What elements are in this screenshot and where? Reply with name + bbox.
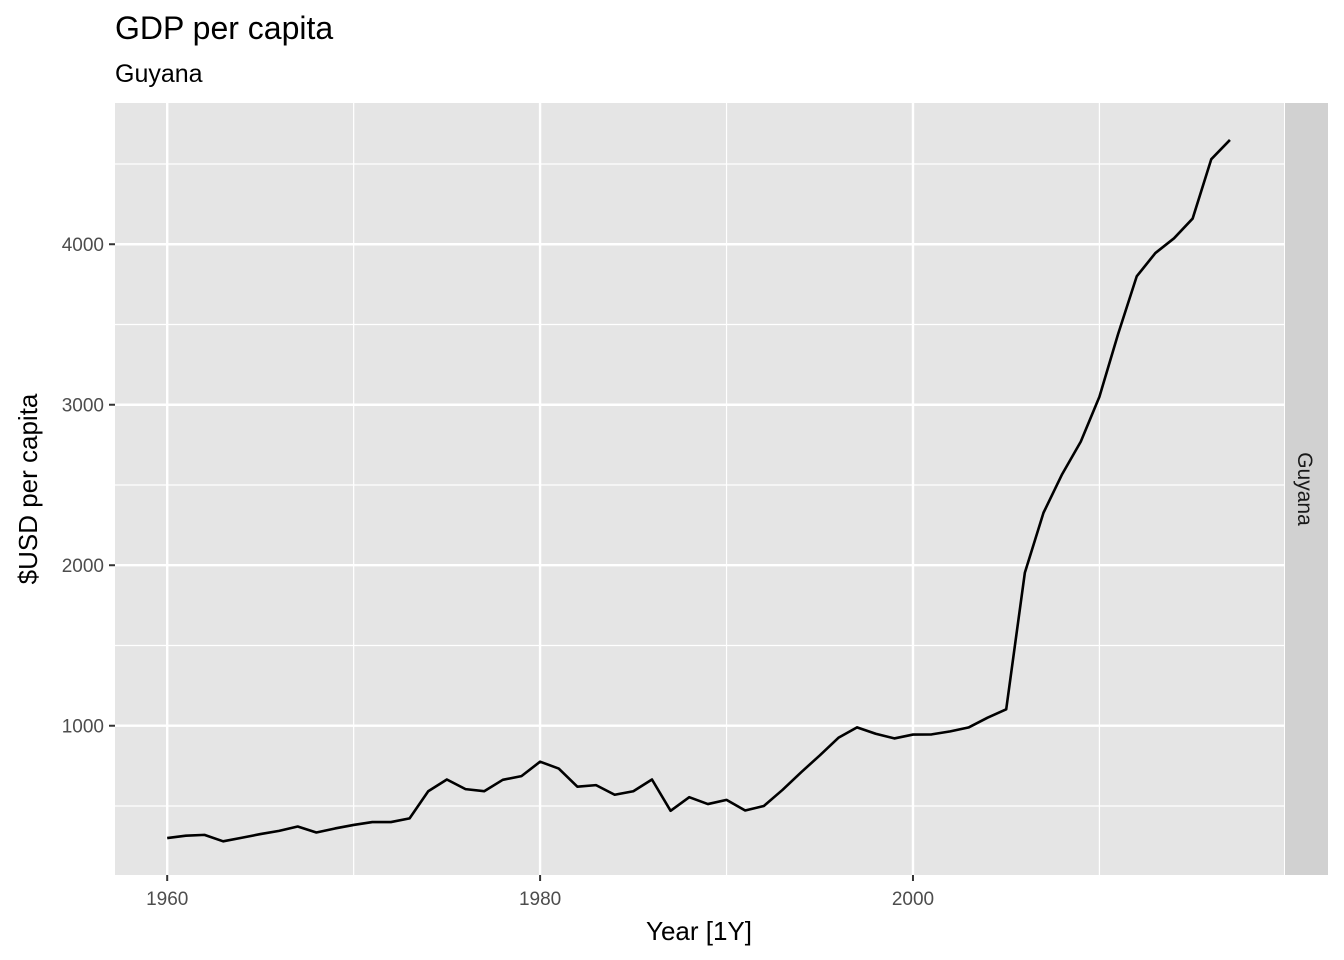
y-tick-label: 4000 <box>62 235 104 256</box>
y-axis: 1000 2000 3000 4000 <box>62 235 115 738</box>
grid-major <box>115 103 1284 875</box>
x-tick-label: 1980 <box>519 889 561 910</box>
x-tick-label: 2000 <box>892 889 934 910</box>
y-tick-label: 2000 <box>62 556 104 577</box>
facet-strip <box>1285 103 1328 875</box>
x-axis-title: Year [1Y] <box>646 916 752 946</box>
series-line-guyana <box>167 139 1231 843</box>
plot-panel <box>115 103 1284 875</box>
y-axis-title: $USD per capita <box>13 393 43 584</box>
x-axis: 1960 1980 2000 <box>146 875 934 910</box>
x-tick-label: 1960 <box>146 889 188 910</box>
grid-minor <box>115 103 1284 875</box>
chart-subtitle: Guyana <box>115 60 203 88</box>
y-tick-label: 3000 <box>62 396 104 417</box>
chart-title: GDP per capita <box>115 10 333 46</box>
facet-strip-label: Guyana <box>1293 452 1316 526</box>
y-tick-label: 1000 <box>62 717 104 738</box>
